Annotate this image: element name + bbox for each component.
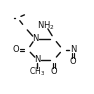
Text: CH$_3$: CH$_3$ (29, 65, 45, 78)
Text: O: O (70, 57, 76, 66)
Text: N: N (70, 45, 76, 54)
Text: N: N (32, 34, 38, 43)
Text: O: O (51, 67, 57, 76)
Text: N: N (34, 55, 40, 64)
Text: O: O (13, 45, 19, 54)
Text: NH$_2$: NH$_2$ (37, 20, 55, 32)
